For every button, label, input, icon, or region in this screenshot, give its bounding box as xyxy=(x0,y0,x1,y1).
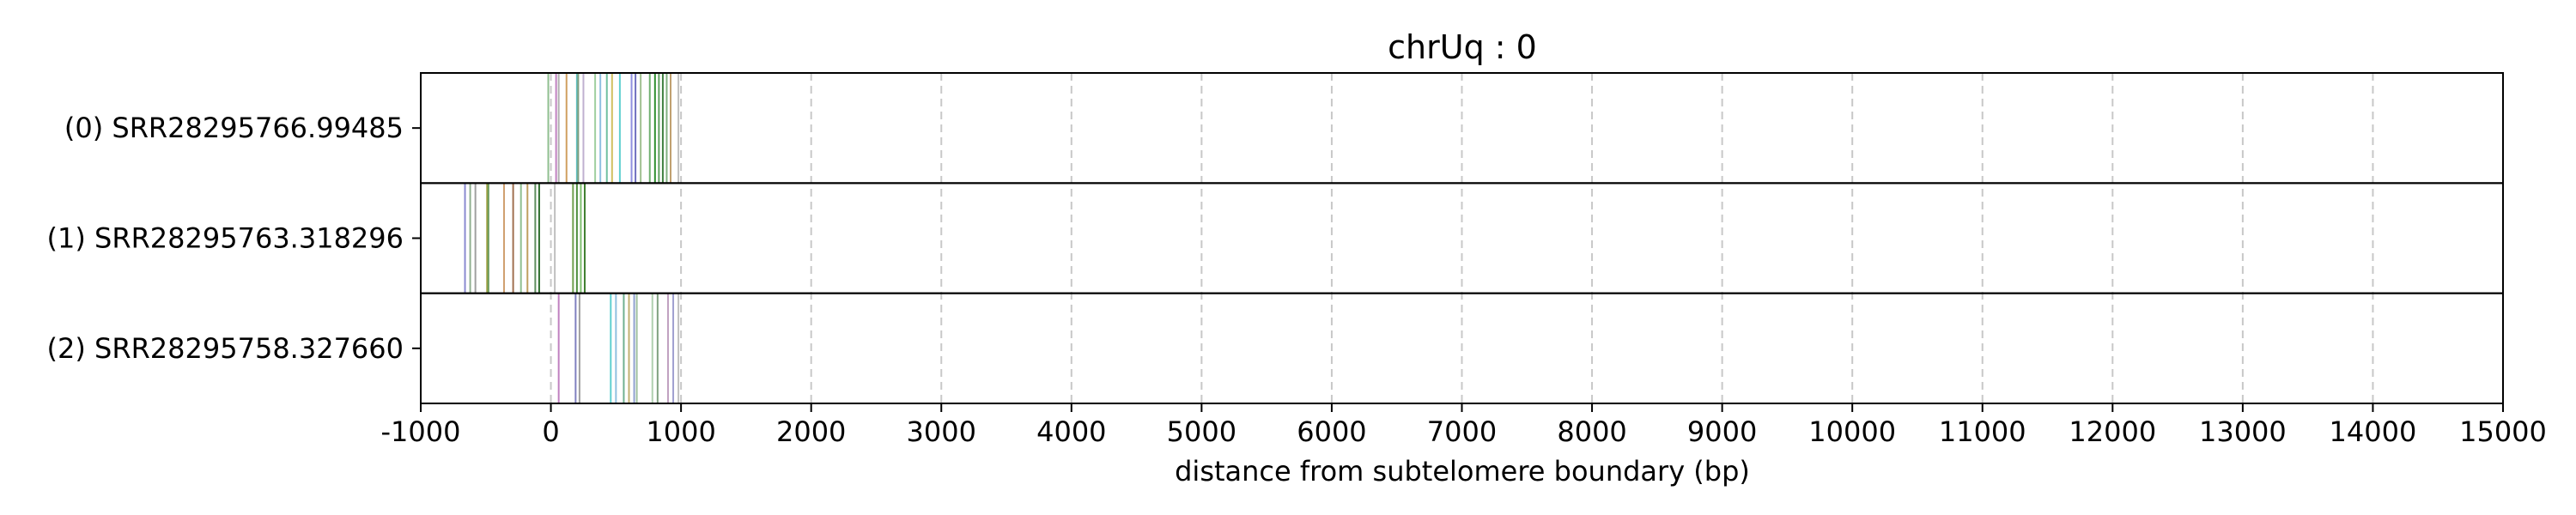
x-tick-label: 5000 xyxy=(1167,415,1236,448)
x-tick-label: 14000 xyxy=(2330,415,2417,448)
row-label: (2) SRR28295758.327660 xyxy=(47,332,404,365)
x-tick-label: 13000 xyxy=(2199,415,2287,448)
x-axis-label: distance from subtelomere boundary (bp) xyxy=(1175,455,1750,488)
x-tick-label: 15000 xyxy=(2459,415,2547,448)
row-frames xyxy=(420,72,2504,404)
x-axis: -1000 0 1000 2000 3000 4000 5000 6000 7000 8000 90… xyxy=(381,403,2547,448)
x-tick-label: -1000 xyxy=(381,415,461,448)
x-tick-label: 9000 xyxy=(1687,415,1757,448)
x-tick-label: 1000 xyxy=(646,415,715,448)
x-tick-label: 0 xyxy=(542,415,559,448)
read-marks xyxy=(464,73,680,403)
x-tick-label: 7000 xyxy=(1427,415,1497,448)
x-tick-label: 11000 xyxy=(1939,415,2026,448)
x-tick-label: 6000 xyxy=(1297,415,1366,448)
row-label: (1) SRR28295763.318296 xyxy=(47,221,404,254)
row-labels: (0) SRR28295766.99485 (1) SRR28295763.318… xyxy=(47,112,421,365)
x-tick-label: 4000 xyxy=(1036,415,1106,448)
x-tick-label: 8000 xyxy=(1557,415,1626,448)
x-tick-label: 2000 xyxy=(776,415,846,448)
x-tick-label: 3000 xyxy=(907,415,976,448)
gridlines xyxy=(420,73,2504,403)
x-tick-label: 12000 xyxy=(2069,415,2156,448)
x-tick-label: 10000 xyxy=(1808,415,1896,448)
row-frame xyxy=(420,182,2504,294)
chart-title: chrUq : 0 xyxy=(1388,28,1537,66)
row-label: (0) SRR28295766.99485 xyxy=(64,112,404,144)
